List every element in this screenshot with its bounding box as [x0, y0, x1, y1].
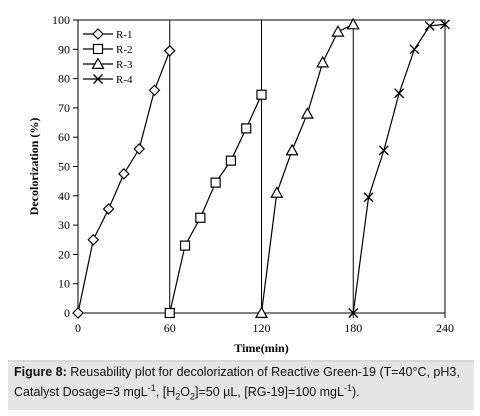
- data-point-diamond: [163, 44, 176, 57]
- caption-line2-e: ).: [351, 385, 360, 400]
- legend-label: R-3: [116, 59, 133, 71]
- data-point-x: [363, 192, 374, 203]
- data-point-x: [409, 44, 420, 55]
- x-tick-label: 60: [164, 321, 176, 335]
- x-tick-label: 120: [253, 321, 271, 335]
- data-point-square: [92, 43, 104, 55]
- data-point-diamond: [92, 28, 104, 40]
- data-point-x: [378, 145, 389, 156]
- caption-line2-c: O: [180, 385, 190, 400]
- data-point-x: [440, 19, 450, 30]
- data-point-x-stroke: [440, 19, 450, 30]
- caption-sup-2: -1: [343, 383, 352, 393]
- cycle-divider-lines: [169, 20, 354, 313]
- data-point-triangle: [346, 17, 360, 30]
- y-tick-label: 20: [58, 247, 70, 261]
- data-point-x-stroke: [394, 88, 405, 99]
- legend-entry-r-3: R-3: [83, 57, 133, 71]
- legend-entry-r-4: R-4: [83, 74, 133, 86]
- y-tick-label: 80: [58, 72, 70, 86]
- y-tick-label: 70: [58, 101, 70, 115]
- caption-line2-a: Catalyst Dosage=3 mgL: [14, 385, 148, 400]
- legend-label: R-4: [116, 74, 133, 86]
- series-r-1: [72, 44, 176, 319]
- data-point-x: [394, 88, 405, 99]
- series-r-4: [348, 19, 450, 318]
- y-tick-label: 100: [52, 13, 70, 27]
- x-tick-label: 240: [436, 321, 454, 335]
- caption-line2-d: ]=50 µL, [RG-19]=100 mgL: [195, 385, 344, 400]
- data-point-x-stroke: [348, 308, 359, 318]
- data-point-triangle: [91, 57, 105, 70]
- data-point-square: [164, 307, 175, 319]
- data-point-triangle: [300, 107, 314, 119]
- legend-label: R-1: [116, 29, 133, 41]
- data-point-diamond: [148, 84, 161, 97]
- y-tick-label: 40: [58, 189, 70, 203]
- y-tick-label: 90: [58, 42, 70, 56]
- y-tick-label: 50: [58, 160, 70, 174]
- y-axis-label: Decolorization (%): [27, 118, 41, 216]
- data-point-x: [348, 308, 359, 318]
- legend-entry-r-2: R-2: [83, 43, 133, 56]
- legend-entry-r-1: R-1: [83, 28, 133, 41]
- y-tick-label: 0: [64, 306, 70, 320]
- y-tick-label: 10: [58, 277, 70, 291]
- legend-label: R-2: [116, 44, 133, 56]
- series-line: [260, 23, 354, 314]
- chart-series: [72, 17, 450, 319]
- data-point-x-stroke: [409, 44, 420, 55]
- data-point-triangle: [285, 143, 299, 156]
- series-r-3: [254, 17, 360, 318]
- chart-axes: 0 10 20 30 40 50 60 70 80 90 100 0 60 120 180 240: [52, 13, 454, 335]
- data-point-x: [93, 74, 103, 84]
- caption-sub-2: 2: [189, 391, 195, 402]
- data-point-triangle: [270, 186, 284, 198]
- data-point-square: [210, 177, 221, 188]
- data-point-square: [256, 89, 267, 100]
- data-point-square: [195, 212, 206, 223]
- data-point-x: [424, 20, 435, 31]
- data-point-square: [179, 240, 191, 251]
- data-point-x-stroke: [93, 74, 103, 84]
- caption-line1: Reusability plot for decolorization of R…: [66, 365, 460, 379]
- data-point-x-stroke: [378, 145, 389, 156]
- data-point-diamond: [118, 167, 130, 180]
- data-point-x-stroke: [424, 20, 435, 31]
- data-point-diamond: [102, 203, 115, 215]
- x-tick-label: 0: [75, 321, 81, 335]
- caption-label: Figure 8:: [14, 365, 67, 379]
- y-tick-label: 60: [58, 130, 70, 144]
- data-point-diamond: [72, 307, 84, 319]
- data-point-diamond: [133, 143, 146, 155]
- data-point-triangle: [331, 24, 345, 37]
- caption-line2-b: , [H: [155, 385, 176, 400]
- caption-sub-1: 2: [175, 391, 181, 402]
- caption-sup-1: -1: [147, 383, 156, 393]
- y-tick-label: 30: [58, 218, 70, 232]
- x-axis-label: Time(min): [234, 341, 288, 355]
- data-point-triangle: [316, 55, 330, 68]
- data-point-square: [241, 123, 252, 134]
- chart-legend: R-1 R-2 R-3 R-4: [83, 28, 133, 86]
- data-point-x-stroke: [363, 192, 374, 203]
- x-tick-label: 180: [344, 321, 362, 335]
- data-point-square: [225, 155, 237, 166]
- series-r-2: [164, 89, 267, 319]
- data-point-diamond: [87, 233, 100, 246]
- figure-caption: Figure 8: Reusability plot for decoloriz…: [8, 360, 474, 410]
- series-line: [352, 23, 446, 314]
- data-point-triangle: [254, 306, 269, 318]
